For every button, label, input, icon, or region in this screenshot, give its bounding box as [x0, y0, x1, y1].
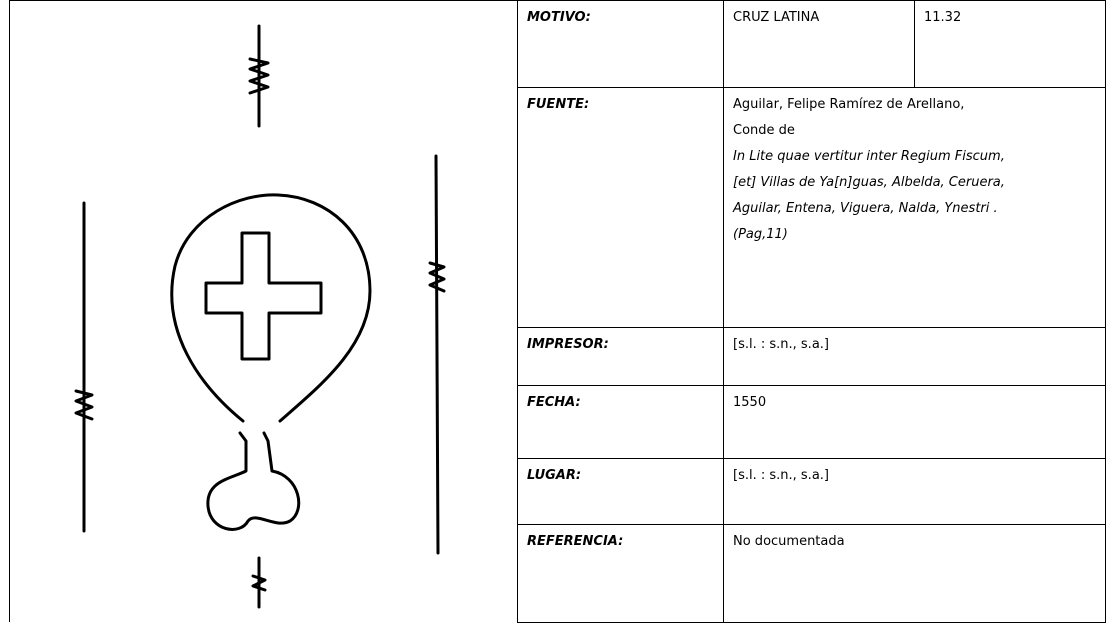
row: LUGAR: [s.l. : s.n., s.a.]	[517, 458, 1106, 525]
value-line: CRUZ LATINA	[733, 10, 820, 25]
value-line: [et] Villas de Ya[n]guas, Albelda, Cerue…	[733, 175, 1005, 190]
row: REFERENCIA: No documentada	[517, 524, 1106, 623]
value: CRUZ LATINA	[723, 0, 915, 88]
watermark-svg	[74, 24, 446, 609]
record-table: MOTIVO: CRUZ LATINA 11.32 FUENTE: Aguila…	[517, 0, 1106, 623]
row: MOTIVO: CRUZ LATINA 11.32	[517, 0, 1106, 88]
row: FECHA: 1550	[517, 385, 1106, 459]
value-line: Conde de	[733, 123, 795, 138]
value-line: (Pag,11)	[733, 227, 788, 242]
value-line: In Lite quae vertitur inter Regium Fiscu…	[733, 149, 1005, 164]
watermark-drawing	[9, 0, 517, 622]
label: IMPRESOR:	[517, 327, 724, 386]
value-line: Aguilar, Felipe Ramírez de Arellano,	[733, 97, 965, 112]
code: 11.32	[914, 0, 1106, 88]
label: MOTIVO:	[517, 0, 724, 88]
row: IMPRESOR: [s.l. : s.n., s.a.]	[517, 327, 1106, 386]
value-line: Aguilar, Entena, Viguera, Nalda, Ynestri…	[733, 201, 998, 216]
label: FUENTE:	[517, 87, 724, 328]
row: FUENTE: Aguilar, Felipe Ramírez de Arell…	[517, 87, 1106, 328]
value: No documentada	[723, 524, 1106, 623]
label: FECHA:	[517, 385, 724, 459]
label: LUGAR:	[517, 458, 724, 525]
value: [s.l. : s.n., s.a.]	[723, 458, 1106, 525]
value: Aguilar, Felipe Ramírez de Arellano, Con…	[723, 87, 1106, 328]
label: REFERENCIA:	[517, 524, 724, 623]
value: [s.l. : s.n., s.a.]	[723, 327, 1106, 386]
value: 1550	[723, 385, 1106, 459]
